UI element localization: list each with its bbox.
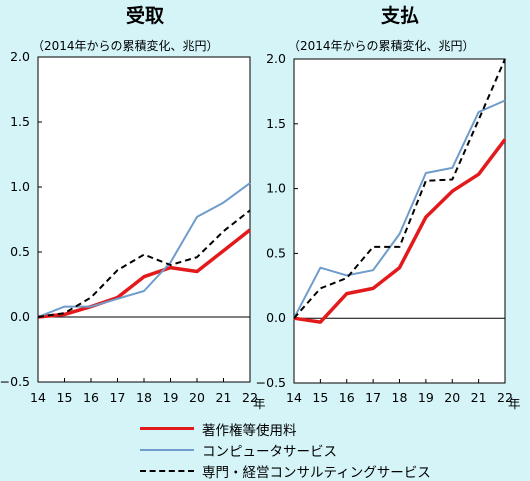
x-tick-label: 20 — [189, 390, 205, 405]
x-tick-label: 14 — [286, 390, 302, 405]
y-tick-label: 1.0 — [10, 179, 30, 194]
series-computer-services — [37, 182, 251, 318]
x-tick-label: 21 — [471, 390, 487, 405]
legend: 著作権等使用料 コンピュータサービス 専門・経営コンサルティングサービス — [140, 418, 431, 481]
legend-swatch-consulting — [140, 469, 194, 472]
plot-area — [37, 56, 251, 383]
y-tick-label: 0.0 — [10, 309, 30, 324]
x-tick-label: 14 — [30, 390, 46, 405]
y-tick-label: −0.5 — [0, 374, 30, 389]
legend-swatch-royalties — [140, 427, 194, 430]
x-tick-label: 19 — [418, 390, 434, 405]
x-axis-unit: 年 — [253, 396, 266, 411]
chart-subtitle: （2014年からの累積変化、兆円） — [32, 38, 219, 53]
x-tick-label: 15 — [312, 390, 328, 405]
y-tick-label: 0.0 — [266, 310, 286, 325]
chart-subtitle: （2014年からの累積変化、兆円） — [288, 38, 475, 53]
x-tick-label: 17 — [365, 390, 381, 405]
chart-title: 受取 — [126, 4, 164, 27]
series-computer-services — [293, 99, 506, 319]
legend-item-royalties: 著作権等使用料 — [140, 418, 431, 439]
x-tick-label: 19 — [163, 390, 179, 405]
x-tick-label: 21 — [216, 390, 232, 405]
y-tick-label: 0.5 — [266, 245, 286, 260]
legend-label: コンピュータサービス — [202, 443, 337, 460]
y-tick-label: 1.5 — [266, 116, 286, 131]
x-tick-label: 16 — [83, 390, 99, 405]
series-royalties — [37, 228, 252, 319]
x-tick-label: 18 — [392, 390, 408, 405]
legend-item-computer-services: コンピュータサービス — [140, 439, 431, 460]
x-tick-label: 20 — [444, 390, 460, 405]
y-tick-label: 1.0 — [266, 181, 286, 196]
y-tick-label: 0.5 — [10, 244, 30, 259]
legend-label: 専門・経営コンサルティングサービス — [202, 464, 431, 481]
legend-label: 著作権等使用料 — [202, 422, 297, 439]
plot-area — [293, 58, 506, 384]
legend-swatch-computer-services — [140, 448, 194, 451]
x-tick-label: 22 — [242, 390, 258, 405]
x-tick-label: 22 — [497, 390, 513, 405]
y-tick-label: −0.5 — [256, 375, 286, 390]
series-royalties — [293, 138, 507, 324]
y-tick-label: 1.5 — [10, 114, 30, 129]
y-tick-label: 2.0 — [10, 49, 30, 64]
x-tick-label: 16 — [339, 390, 355, 405]
x-tick-label: 17 — [110, 390, 126, 405]
legend-item-consulting: 専門・経営コンサルティングサービス — [140, 460, 431, 481]
x-tick-label: 18 — [136, 390, 152, 405]
x-axis-unit: 年 — [508, 396, 521, 411]
y-tick-label: 2.0 — [266, 51, 286, 66]
x-tick-label: 15 — [57, 390, 73, 405]
series-consulting — [293, 58, 506, 319]
chart-title: 支払 — [380, 5, 419, 27]
